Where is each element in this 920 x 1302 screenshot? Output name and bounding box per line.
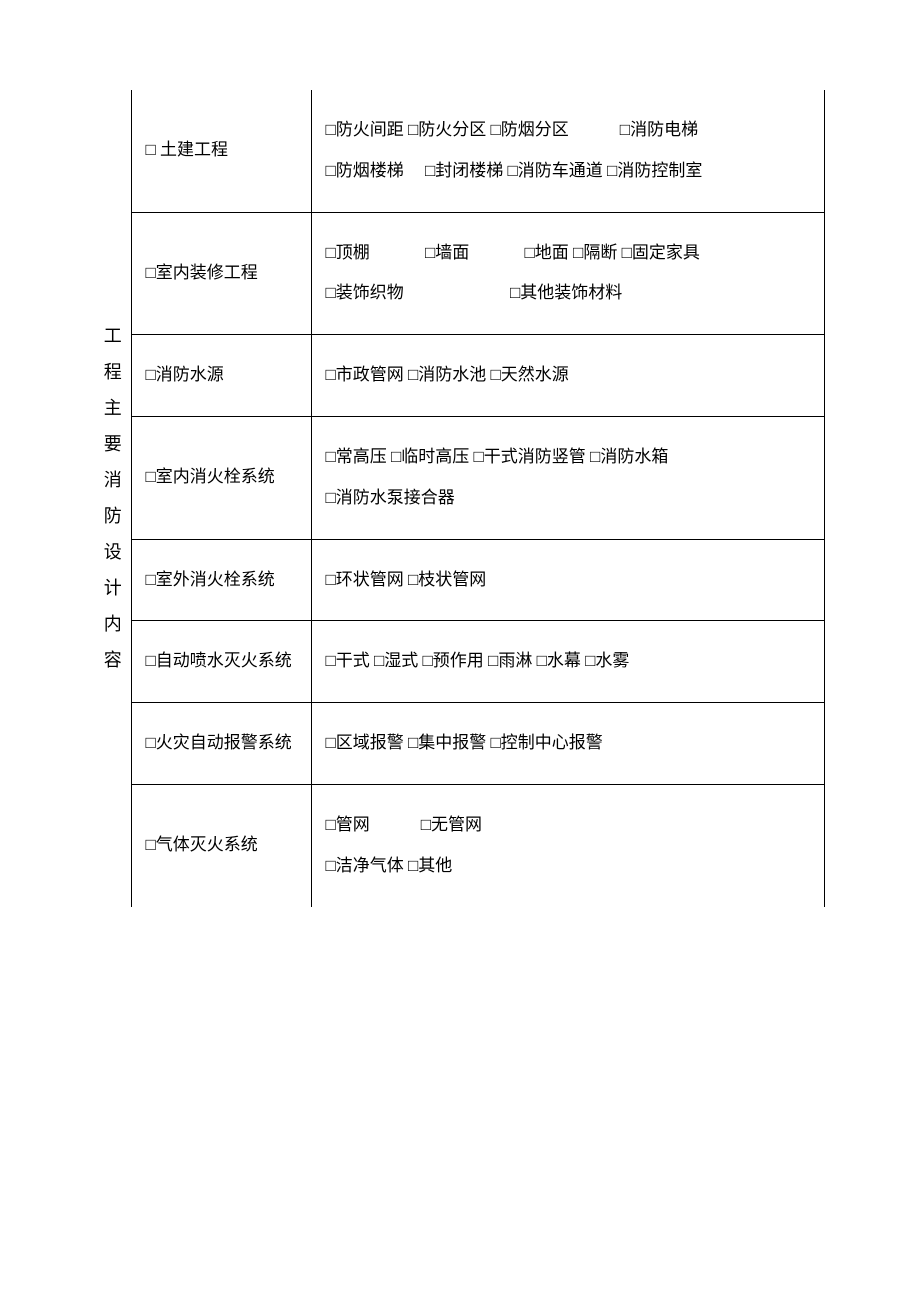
options-cell: □环状管网 □枝状管网 xyxy=(311,539,825,621)
options-cell: □顶棚 □墙面 □地面 □隔断 □固定家具□装饰织物 □其他装饰材料 xyxy=(311,212,825,335)
category-label: □自动喷水灭火系统 xyxy=(146,651,292,670)
option-line: □洁净气体 □其他 xyxy=(326,846,811,887)
option-line: □防火间距 □防火分区 □防烟分区 □消防电梯 xyxy=(326,110,811,151)
row-header-char: 主 xyxy=(104,399,122,417)
row-header-char: 容 xyxy=(104,651,122,669)
options-cell: □防火间距 □防火分区 □防烟分区 □消防电梯□防烟楼梯 □封闭楼梯 □消防车通… xyxy=(311,90,825,212)
options-cell: □管网 □无管网□洁净气体 □其他 xyxy=(311,784,825,906)
option-line: □管网 □无管网 xyxy=(326,805,811,846)
option-line: □常高压 □临时高压 □干式消防竖管 □消防水箱 xyxy=(326,437,811,478)
option-line: □市政管网 □消防水池 □天然水源 xyxy=(326,355,811,396)
row-header-char: 程 xyxy=(104,363,122,381)
option-line: □环状管网 □枝状管网 xyxy=(326,560,811,601)
row-header-char: 工 xyxy=(104,327,122,345)
option-line: □消防水泵接合器 xyxy=(326,478,811,519)
category-label: □室内消火栓系统 xyxy=(146,467,275,486)
category-cell: □室内消火栓系统 xyxy=(131,416,311,539)
row-header-char: 消 xyxy=(104,471,122,489)
category-label: □室内装修工程 xyxy=(146,263,258,282)
category-label: □消防水源 xyxy=(146,365,224,384)
row-header-char: 防 xyxy=(104,507,122,525)
category-label: □火灾自动报警系统 xyxy=(146,733,292,752)
category-cell: □室外消火栓系统 xyxy=(131,539,311,621)
category-cell: □ 土建工程 xyxy=(131,90,311,212)
option-line: □区域报警 □集中报警 □控制中心报警 xyxy=(326,723,811,764)
category-cell: □消防水源 xyxy=(131,335,311,417)
options-cell: □区域报警 □集中报警 □控制中心报警 xyxy=(311,703,825,785)
options-cell: □常高压 □临时高压 □干式消防竖管 □消防水箱□消防水泵接合器 xyxy=(311,416,825,539)
option-line: □防烟楼梯 □封闭楼梯 □消防车通道 □消防控制室 xyxy=(326,151,811,192)
category-cell: □自动喷水灭火系统 xyxy=(131,621,311,703)
options-cell: □市政管网 □消防水池 □天然水源 xyxy=(311,335,825,417)
category-cell: □气体灭火系统 xyxy=(131,784,311,906)
category-cell: □火灾自动报警系统 xyxy=(131,703,311,785)
option-line: □顶棚 □墙面 □地面 □隔断 □固定家具 xyxy=(326,233,811,274)
row-header-char: 内 xyxy=(104,615,122,633)
row-header-char: 要 xyxy=(104,435,122,453)
category-cell: □室内装修工程 xyxy=(131,212,311,335)
row-header-char: 设 xyxy=(104,543,122,561)
row-header: 工程主要消防设计内容 xyxy=(95,90,131,907)
category-label: □ 土建工程 xyxy=(146,140,229,159)
options-cell: □干式 □湿式 □预作用 □雨淋 □水幕 □水雾 xyxy=(311,621,825,703)
option-line: □干式 □湿式 □预作用 □雨淋 □水幕 □水雾 xyxy=(326,641,811,682)
category-label: □室外消火栓系统 xyxy=(146,570,275,589)
fire-design-table: 工程主要消防设计内容□ 土建工程□防火间距 □防火分区 □防烟分区 □消防电梯□… xyxy=(95,90,825,907)
row-header-char: 计 xyxy=(104,579,122,597)
option-line: □装饰织物 □其他装饰材料 xyxy=(326,273,811,314)
category-label: □气体灭火系统 xyxy=(146,835,258,854)
